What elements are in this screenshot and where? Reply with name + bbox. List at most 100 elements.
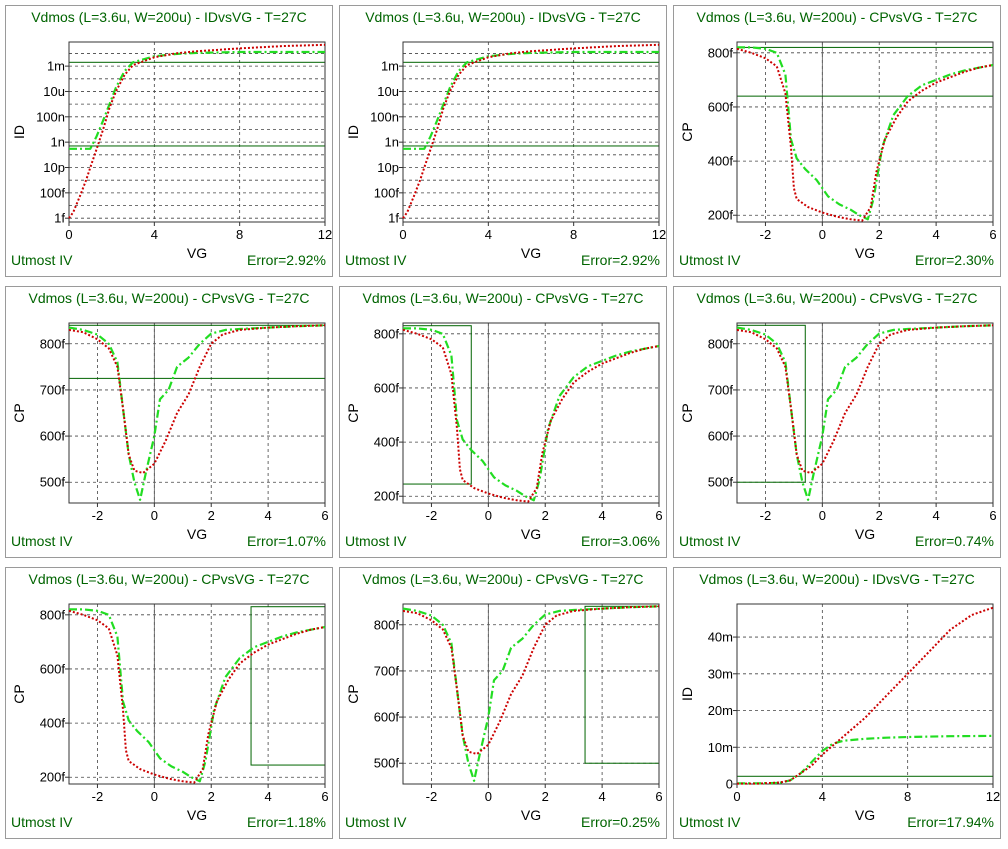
x-tick-label: 0: [733, 789, 740, 804]
chart-panel: -2 0 2 4 6 500f 600f 700f 800f VG CP Vdmos (L=3.6u,…: [5, 286, 333, 558]
x-tick-label: 2: [542, 508, 549, 523]
error-label: Error=17.94%: [907, 814, 994, 830]
x-tick-label: 2: [208, 508, 215, 523]
chart-svg: -2 0 2 4 6 200f 400f 600f 800f VG CP: [679, 41, 997, 261]
chart-title: Vdmos (L=3.6u, W=200u) - CPvsVG - T=27C: [696, 290, 978, 306]
y-axis-label: CP: [679, 122, 695, 141]
error-label: Error=0.25%: [581, 814, 660, 830]
x-tick-label: 6: [655, 789, 662, 804]
simulated-series-line: [737, 606, 994, 785]
chart-svg: -2 0 2 4 6 200f 400f 600f 800f VG CP: [345, 322, 663, 542]
y-tick-label: 700f: [40, 382, 66, 397]
y-tick-label: 20m: [708, 703, 733, 718]
x-axis-label: VG: [521, 807, 541, 823]
chart-panel: -2 0 2 4 6 500f 600f 700f 800f VG CP Vdmos (L=3.6u,…: [339, 567, 667, 839]
plot-frame: [402, 603, 660, 785]
y-tick-label: 700f: [708, 382, 734, 397]
y-tick-label: 200f: [708, 208, 734, 223]
measured-series-line: [403, 50, 659, 150]
x-tick-label: 4: [932, 227, 939, 242]
y-tick-label: 10p: [43, 160, 65, 175]
y-tick-label: 800f: [374, 326, 400, 341]
y-tick-label: 10u: [43, 84, 65, 99]
simulated-series-line: [402, 605, 660, 755]
measured-series-line: [69, 50, 325, 150]
x-tick-label: 4: [151, 227, 158, 242]
tool-label: Utmost IV: [345, 252, 407, 268]
y-tick-label: 10p: [377, 160, 399, 175]
y-tick-label: 500f: [708, 475, 734, 490]
x-tick-label: 0: [399, 227, 406, 242]
x-axis-label: VG: [855, 526, 875, 542]
chart-title: Vdmos (L=3.6u, W=200u) - CPvsVG - T=27C: [696, 9, 978, 25]
chart-panel: 0 4 8 12 1f 100f 10p 1n 100n 10u 1m VG ID Vdmos (L=3.…: [339, 5, 667, 277]
chart-svg: -2 0 2 4 6 500f 600f 700f 800f VG CP: [345, 603, 663, 823]
x-tick-label: 0: [819, 227, 826, 242]
y-tick-label: 600f: [374, 710, 400, 725]
chart-title: Vdmos (L=3.6u, W=200u) - CPvsVG - T=27C: [362, 571, 644, 587]
chart-title: Vdmos (L=3.6u, W=200u) - CPvsVG - T=27C: [28, 571, 310, 587]
x-tick-label: 4: [264, 789, 271, 804]
fit-window-rect: [736, 324, 806, 483]
x-tick-label: 0: [65, 227, 72, 242]
fit-window-rect: [68, 324, 326, 379]
x-tick-label: 0: [151, 508, 158, 523]
x-tick-label: 2: [208, 789, 215, 804]
y-tick-label: 40m: [708, 630, 733, 645]
simulated-series-line: [736, 47, 994, 222]
x-tick-label: -2: [760, 227, 772, 242]
x-tick-label: 12: [652, 227, 666, 242]
y-tick-label: 1n: [51, 135, 65, 150]
x-tick-label: 0: [485, 508, 492, 523]
measured-series-line: [402, 605, 660, 782]
x-tick-label: 4: [264, 508, 271, 523]
measured-series-line: [69, 608, 326, 783]
x-axis-label: VG: [521, 526, 541, 542]
error-label: Error=3.06%: [581, 533, 660, 549]
y-tick-label: 0: [726, 777, 733, 792]
tool-label: Utmost IV: [11, 252, 73, 268]
chart-svg: 0 4 8 12 1f 100f 10p 1n 100n 10u 1m VG ID: [345, 41, 666, 261]
error-label: Error=2.30%: [915, 252, 994, 268]
y-tick-label: 100n: [370, 109, 399, 124]
x-axis-label: VG: [187, 526, 207, 542]
x-tick-label: 0: [819, 508, 826, 523]
measured-series-line: [737, 46, 994, 221]
y-axis-label: CP: [345, 684, 361, 703]
y-tick-label: 800f: [374, 617, 400, 632]
y-axis-label: ID: [11, 125, 27, 139]
x-tick-label: 2: [542, 789, 549, 804]
y-tick-label: 1f: [54, 211, 65, 226]
x-tick-label: 8: [236, 227, 243, 242]
y-tick-label: 200f: [40, 770, 66, 785]
simulated-series-line: [68, 609, 326, 784]
x-axis-label: VG: [855, 807, 875, 823]
x-tick-label: 6: [321, 508, 328, 523]
x-tick-label: 0: [485, 789, 492, 804]
x-tick-label: 4: [485, 227, 492, 242]
chart-svg: -2 0 2 4 6 200f 400f 600f 800f VG CP: [11, 603, 329, 823]
error-label: Error=2.92%: [581, 252, 660, 268]
x-tick-label: 12: [318, 227, 332, 242]
y-axis-label: CP: [11, 403, 27, 422]
fit-window-rect: [584, 605, 660, 764]
plot-frame: [68, 322, 326, 504]
x-tick-label: 6: [655, 508, 662, 523]
y-tick-label: 600f: [708, 429, 734, 444]
plot-frame: [68, 41, 326, 223]
y-tick-label: 1f: [388, 211, 399, 226]
chart-svg: -2 0 2 4 6 500f 600f 700f 800f VG CP: [679, 322, 997, 542]
x-tick-label: -2: [426, 789, 438, 804]
x-axis-label: VG: [187, 807, 207, 823]
y-tick-label: 800f: [40, 336, 66, 351]
x-tick-label: 8: [570, 227, 577, 242]
y-axis-label: CP: [679, 403, 695, 422]
plot-frame: [736, 41, 994, 223]
fit-window-rect: [402, 325, 472, 485]
y-tick-label: 700f: [374, 663, 400, 678]
plot-frame: [402, 41, 660, 223]
chart-title: Vdmos (L=3.6u, W=200u) - IDvsVG - T=27C: [699, 571, 975, 587]
simulated-series-line: [402, 43, 660, 219]
tool-label: Utmost IV: [679, 533, 741, 549]
fit-window-rect: [250, 606, 326, 766]
